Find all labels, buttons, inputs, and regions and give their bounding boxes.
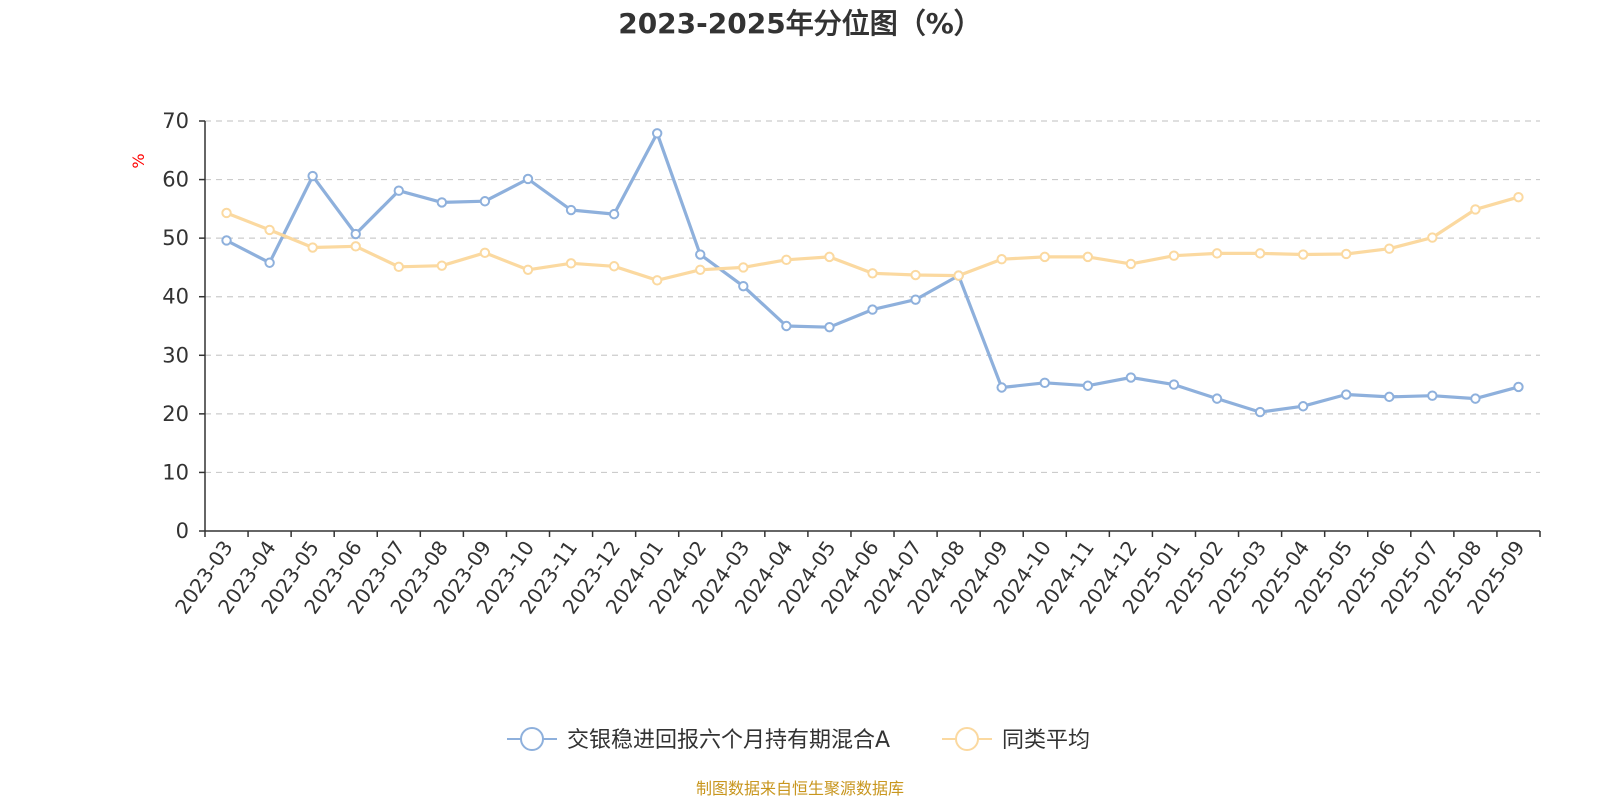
data-point[interactable]	[522, 264, 534, 275]
y-tick-label: 50	[162, 226, 189, 250]
data-point[interactable]	[1082, 380, 1094, 391]
data-point[interactable]	[1254, 406, 1266, 418]
data-point[interactable]	[1039, 377, 1050, 389]
data-point[interactable]	[1168, 379, 1180, 390]
legend-marker-icon	[955, 727, 979, 751]
legend-marker-icon	[520, 727, 544, 751]
data-point[interactable]	[264, 224, 275, 236]
y-tick-label: 40	[162, 285, 189, 309]
y-tick-label: 0	[176, 519, 189, 543]
y-tick-label: 10	[162, 460, 189, 484]
data-point[interactable]	[608, 208, 620, 220]
grid-layer	[205, 120, 1540, 474]
series-1	[221, 128, 1524, 418]
data-point[interactable]	[651, 128, 663, 139]
data-point[interactable]	[479, 196, 491, 207]
legend-item-2[interactable]: 同类平均	[942, 727, 1090, 753]
data-point[interactable]	[1211, 248, 1223, 259]
data-point[interactable]	[996, 382, 1007, 393]
y-tick-label: 60	[162, 168, 189, 192]
legend[interactable]: 交银稳进回报六个月持有期混合A 同类平均	[507, 727, 1090, 753]
data-point[interactable]	[350, 241, 361, 252]
data-point[interactable]	[738, 280, 749, 292]
data-point[interactable]	[522, 173, 534, 185]
data-point[interactable]	[1513, 381, 1524, 393]
data-point[interactable]	[436, 260, 448, 271]
data-point[interactable]	[1427, 232, 1438, 243]
data-point[interactable]	[1125, 372, 1137, 383]
data-point[interactable]	[738, 262, 749, 273]
data-point[interactable]	[307, 242, 318, 253]
data-point[interactable]	[695, 249, 706, 260]
data-point[interactable]	[1082, 251, 1094, 263]
series-2	[221, 191, 1524, 286]
data-point[interactable]	[1254, 248, 1266, 259]
data-point[interactable]	[1384, 243, 1395, 254]
data-point[interactable]	[479, 247, 491, 258]
data-point[interactable]	[350, 228, 361, 240]
series-layer	[221, 128, 1524, 418]
data-point[interactable]	[307, 170, 318, 182]
data-point[interactable]	[1168, 250, 1180, 261]
data-point[interactable]	[221, 207, 232, 219]
data-point[interactable]	[1384, 391, 1395, 403]
data-point[interactable]	[1341, 389, 1352, 400]
data-point[interactable]	[695, 264, 706, 275]
chart-title: 2023-2025年分位图（%）	[618, 7, 982, 40]
data-point[interactable]	[910, 294, 921, 305]
data-point[interactable]	[1341, 248, 1352, 260]
data-point[interactable]	[1513, 191, 1524, 203]
data-point[interactable]	[781, 254, 792, 266]
data-point[interactable]	[824, 321, 835, 333]
data-point[interactable]	[565, 258, 577, 269]
data-point[interactable]	[393, 261, 404, 273]
legend-label: 同类平均	[1002, 728, 1090, 753]
data-point[interactable]	[1297, 249, 1309, 260]
data-point[interactable]	[1470, 204, 1481, 215]
data-point[interactable]	[1125, 258, 1137, 270]
series-line	[224, 195, 1521, 282]
data-point[interactable]	[608, 261, 620, 272]
data-point[interactable]	[651, 275, 663, 286]
data-point[interactable]	[1297, 401, 1309, 412]
legend-label: 交银稳进回报六个月持有期混合A	[567, 728, 890, 753]
data-point[interactable]	[824, 251, 835, 263]
data-point[interactable]	[1427, 390, 1438, 401]
data-source-note: 制图数据来自恒生聚源数据库	[696, 779, 904, 798]
legend-item-1[interactable]: 交银稳进回报六个月持有期混合A	[507, 727, 890, 753]
y-tick-label: 70	[162, 109, 189, 133]
data-point[interactable]	[781, 320, 792, 332]
data-point[interactable]	[264, 257, 275, 268]
data-point[interactable]	[910, 269, 921, 281]
data-point[interactable]	[867, 304, 878, 315]
y-unit-label: %	[129, 153, 148, 168]
data-point[interactable]	[1470, 393, 1481, 404]
axis-layer: 0102030405060702023-032023-042023-052023…	[162, 109, 1541, 618]
data-point[interactable]	[1039, 251, 1050, 263]
data-point[interactable]	[565, 204, 577, 216]
data-point[interactable]	[1211, 393, 1223, 404]
data-point[interactable]	[953, 270, 964, 281]
data-point[interactable]	[867, 268, 878, 279]
y-tick-label: 20	[162, 402, 189, 426]
data-point[interactable]	[436, 197, 448, 208]
data-point[interactable]	[996, 254, 1007, 265]
data-point[interactable]	[393, 185, 404, 196]
data-point[interactable]	[221, 235, 232, 246]
y-tick-label: 30	[162, 343, 189, 367]
